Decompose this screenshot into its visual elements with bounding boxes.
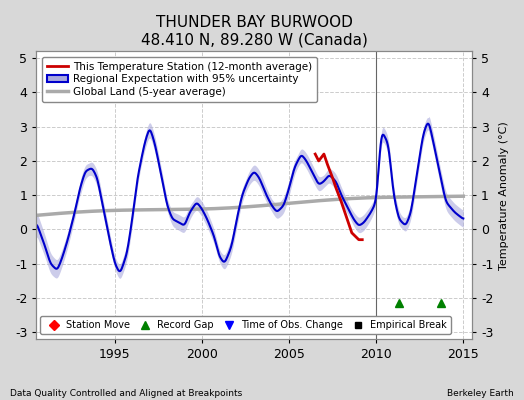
- Title: THUNDER BAY BURWOOD
48.410 N, 89.280 W (Canada): THUNDER BAY BURWOOD 48.410 N, 89.280 W (…: [141, 15, 368, 47]
- Text: Berkeley Earth: Berkeley Earth: [447, 389, 514, 398]
- Y-axis label: Temperature Anomaly (°C): Temperature Anomaly (°C): [499, 121, 509, 270]
- Text: Data Quality Controlled and Aligned at Breakpoints: Data Quality Controlled and Aligned at B…: [10, 389, 243, 398]
- Legend: Station Move, Record Gap, Time of Obs. Change, Empirical Break: Station Move, Record Gap, Time of Obs. C…: [40, 316, 451, 334]
